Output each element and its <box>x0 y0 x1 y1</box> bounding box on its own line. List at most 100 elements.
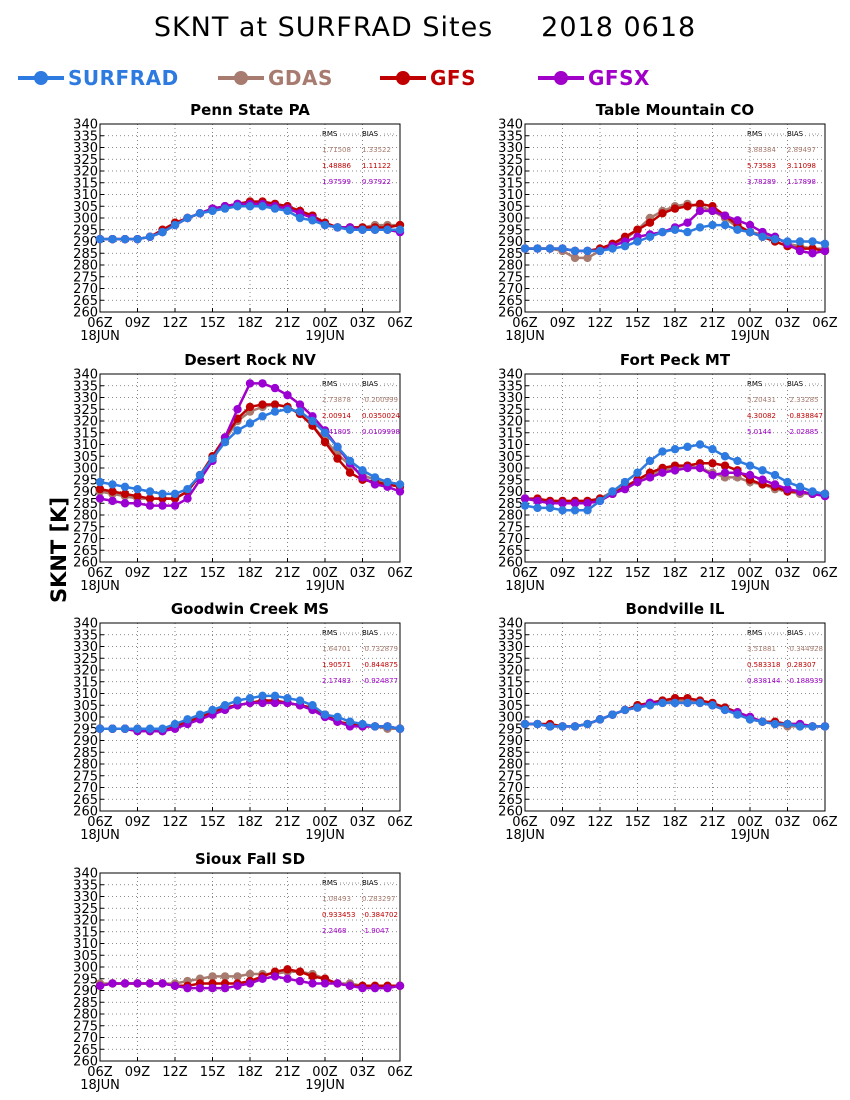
series-point-surfrad <box>158 724 167 733</box>
series-point-surfrad <box>820 489 830 499</box>
y-tick-label: 260 <box>73 556 98 571</box>
date-label: 18JUN <box>80 828 120 843</box>
series-point-surfrad <box>358 466 367 475</box>
series-point-surfrad <box>295 407 305 416</box>
legend-label-gfs: GFS <box>430 66 476 90</box>
series-point-surfrad <box>233 202 242 211</box>
x-tick-label: 15Z <box>200 316 226 331</box>
x-tick-label: 06Z <box>512 316 538 331</box>
series-point-surfrad <box>758 466 767 475</box>
y-tick-label: 265 <box>73 1043 98 1058</box>
y-tick-label: 280 <box>498 758 523 773</box>
series-point-surfrad <box>145 724 155 733</box>
chart-panel-5: Bondville IL2602652702752802852902953003… <box>498 600 838 843</box>
stats-rms-gfs: 1.90571 <box>322 661 351 669</box>
stats-rms-gfsx: 3.78289 <box>747 178 776 186</box>
series-point-gfsx <box>733 216 742 225</box>
legend-label-gfsx: GFSX <box>588 66 650 90</box>
series-point-surfrad <box>220 437 230 447</box>
y-tick-label: 285 <box>498 497 523 512</box>
series-point-gfsx <box>633 477 642 487</box>
stats-header-rms: RMS <box>322 879 338 887</box>
series-point-surfrad <box>733 225 742 234</box>
series-point-gfsx <box>370 983 380 993</box>
stats-bias-gfs: -0.838847 <box>787 412 823 420</box>
series-point-gfsx <box>233 405 242 414</box>
series-point-gfsx <box>745 220 755 230</box>
series-point-surfrad <box>270 691 280 701</box>
stats-bias-gdas: 1.33522 <box>362 146 391 154</box>
series-point-surfrad <box>608 244 617 253</box>
x-tick-label: 21Z <box>700 316 726 331</box>
y-tick-label: 295 <box>498 722 523 737</box>
series-point-gfsx <box>120 979 130 988</box>
y-tick-label: 260 <box>73 1055 98 1070</box>
x-tick-label: 12Z <box>162 1065 188 1080</box>
date-label: 19JUN <box>305 579 345 594</box>
series-point-surfrad <box>170 719 180 729</box>
series-point-gfsx <box>358 983 367 993</box>
series-point-surfrad <box>633 703 642 712</box>
series-point-gdas <box>208 972 217 981</box>
panel-title: Sioux Fall SD <box>195 850 305 868</box>
y-tick-label: 335 <box>73 878 98 893</box>
y-tick-label: 315 <box>498 675 523 690</box>
chart-panel-3: Fort Peck MT2602652702752802852902953003… <box>498 351 838 594</box>
x-tick-label: 06Z <box>87 815 113 830</box>
series-point-surfrad <box>320 220 330 230</box>
series-point-surfrad <box>770 719 780 729</box>
y-tick-label: 320 <box>498 415 523 430</box>
stats-rms-gfs: 4.30082 <box>747 412 776 420</box>
series-point-surfrad <box>558 506 567 515</box>
y-tick-label: 335 <box>498 628 523 643</box>
x-tick-label: 21Z <box>275 1065 301 1080</box>
y-tick-label: 285 <box>73 247 98 262</box>
series-point-surfrad <box>395 225 405 234</box>
series-point-gfs <box>633 225 642 234</box>
series-point-gfsx <box>358 473 367 482</box>
series-point-surfrad <box>745 461 755 470</box>
stats-bias-gfs: 0.28307 <box>787 661 816 669</box>
series-point-gfsx <box>558 499 567 508</box>
y-tick-label: 340 <box>498 368 523 383</box>
x-tick-label: 18Z <box>662 316 688 331</box>
x-tick-label: 00Z <box>312 815 338 830</box>
legend-item-gfsx: GFSX <box>538 66 650 90</box>
series-point-surfrad <box>370 473 380 482</box>
date-label: 18JUN <box>80 1078 120 1093</box>
x-tick-label: 00Z <box>312 316 338 331</box>
y-tick-label: 325 <box>498 403 523 418</box>
x-tick-label: 09Z <box>550 566 576 581</box>
series-point-gfs <box>133 492 142 501</box>
y-tick-label: 290 <box>73 984 98 999</box>
series-point-gfsx <box>258 974 267 983</box>
series-point-surfrad <box>570 722 580 731</box>
x-tick-label: 09Z <box>125 316 151 331</box>
series-point-surfrad <box>358 719 367 729</box>
series-point-gfsx <box>170 981 180 990</box>
series-point-surfrad <box>645 701 655 710</box>
series-point-surfrad <box>583 719 592 729</box>
series-point-gfsx <box>108 496 117 506</box>
series-point-gdas <box>245 969 255 979</box>
series-point-surfrad <box>733 456 742 466</box>
y-tick-label: 295 <box>73 722 98 737</box>
panel-title: Desert Rock NV <box>184 351 316 369</box>
y-tick-label: 340 <box>73 617 98 632</box>
chart-panel-0: Penn State PA 260265270275280285290295300… <box>73 101 413 344</box>
y-tick-label: 285 <box>73 996 98 1011</box>
series-point-surfrad <box>233 696 242 705</box>
y-tick-label: 260 <box>73 805 98 820</box>
y-tick-label: 305 <box>73 699 98 714</box>
series-point-gdas <box>583 253 592 263</box>
series-point-surfrad <box>233 426 242 435</box>
y-tick-label: 275 <box>73 270 98 285</box>
series-point-surfrad <box>683 698 692 708</box>
series-point-gfs <box>683 202 692 211</box>
y-tick-label: 290 <box>73 485 98 500</box>
panel-title: Penn State PA <box>190 101 310 119</box>
series-point-gfsx <box>383 983 392 993</box>
x-tick-label: 15Z <box>625 316 651 331</box>
series-point-gfsx <box>245 379 255 388</box>
